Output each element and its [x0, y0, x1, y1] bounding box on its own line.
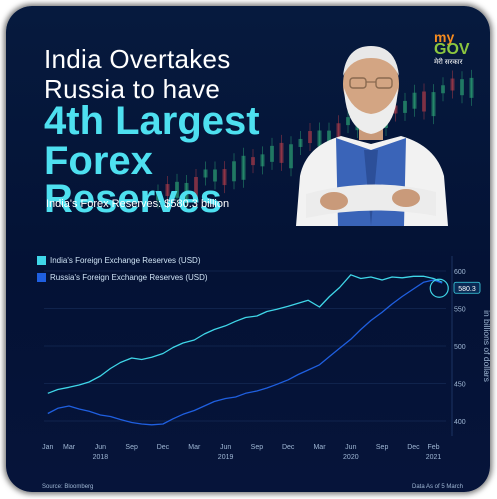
candle-body [289, 144, 293, 169]
data-date-note: Data As of 5 March [412, 484, 464, 490]
candle-body [156, 192, 160, 201]
candle-body [460, 79, 464, 96]
candle-body [308, 131, 312, 144]
current-value-label: 580.3 [458, 286, 476, 293]
mygov-logo: my GOV मेरी सरकार [434, 30, 490, 67]
person-portrait [296, 46, 448, 226]
y-tick-label: 450 [454, 382, 466, 389]
x-year-label: 2020 [343, 454, 359, 461]
candle-body [412, 92, 417, 109]
candle-body [232, 161, 236, 182]
legend-label-russia: Russia's Foreign Exchange Reserves (USD) [50, 273, 208, 282]
x-year-label: 2019 [218, 454, 234, 461]
y-tick-label: 400 [454, 419, 466, 426]
headline-line-1: India Overtakes [44, 44, 231, 74]
candle-body [450, 78, 455, 91]
candle-body [441, 85, 445, 94]
candle-body [241, 155, 246, 180]
headline-line-4: Forex [44, 139, 153, 183]
candle-body [469, 77, 474, 98]
logo-my: my [434, 29, 455, 45]
candle-body [260, 154, 265, 167]
candle-body [279, 142, 284, 163]
legend-swatch-russia [37, 273, 46, 282]
current-value-badge [453, 281, 481, 294]
x-tick-label: Jan [42, 444, 53, 451]
candle-body [431, 92, 436, 117]
headline-line-5: Reserves [44, 177, 222, 221]
candle-body [165, 184, 170, 197]
x-tick-label: Sep [125, 444, 138, 451]
logo-hindi: मेरी सरकार [434, 59, 463, 66]
reserves-subtitle: India's Forex Reserves: $580.3 billion [46, 198, 230, 210]
x-year-label: 2021 [426, 454, 442, 461]
candle-body [251, 157, 255, 166]
x-tick-label: Dec [282, 444, 295, 451]
candle-body [422, 91, 426, 112]
candle-body [213, 169, 217, 182]
headline-line-3: 4th Largest [44, 99, 260, 143]
candle-body [393, 105, 398, 114]
legend-swatch-india [37, 256, 46, 265]
candle-body [194, 176, 198, 201]
candle-body [175, 181, 179, 198]
x-tick-label: Sep [376, 444, 389, 451]
candle-body [346, 117, 350, 126]
india-series-line [47, 274, 443, 394]
source-note: Source: Bloomberg [42, 484, 94, 490]
current-value-highlight [429, 278, 449, 298]
candle-body [336, 123, 341, 148]
candle-body [317, 130, 322, 147]
candle-body [270, 145, 274, 162]
x-tick-label: Dec [407, 444, 420, 451]
x-tick-label: Mar [63, 444, 76, 451]
headline-line-2: Russia to have [44, 74, 221, 104]
reserves-line-chart: 400 450 500 550 600 in billions of dollars Jan… [42, 256, 490, 461]
candle-body [203, 169, 208, 178]
candle-body [298, 138, 303, 147]
x-tick-label: Dec [157, 444, 170, 451]
logo-gov: GOV [434, 41, 470, 58]
x-year-label: 2018 [93, 454, 109, 461]
x-tick-label: Jun [95, 444, 106, 451]
y-tick-label: 600 [454, 269, 466, 276]
y-axis-label: in billions of dollars [482, 310, 490, 382]
legend-label-india: India's Foreign Exchange Reserves (USD) [50, 256, 201, 265]
candle-body [222, 169, 227, 186]
russia-series-line [47, 279, 443, 426]
x-tick-label: Jun [220, 444, 231, 451]
x-tick-label: Mar [313, 444, 326, 451]
y-tick-label: 500 [454, 344, 466, 351]
x-tick-label: Jun [345, 444, 356, 451]
x-tick-label: Feb [427, 444, 439, 451]
x-tick-label: Mar [188, 444, 201, 451]
x-tick-label: Sep [251, 444, 264, 451]
y-tick-label: 550 [454, 307, 466, 314]
candle-body [184, 182, 189, 203]
candle-body [403, 100, 407, 113]
infographic-card: India Overtakes Russia to have 4th Large… [6, 6, 490, 492]
